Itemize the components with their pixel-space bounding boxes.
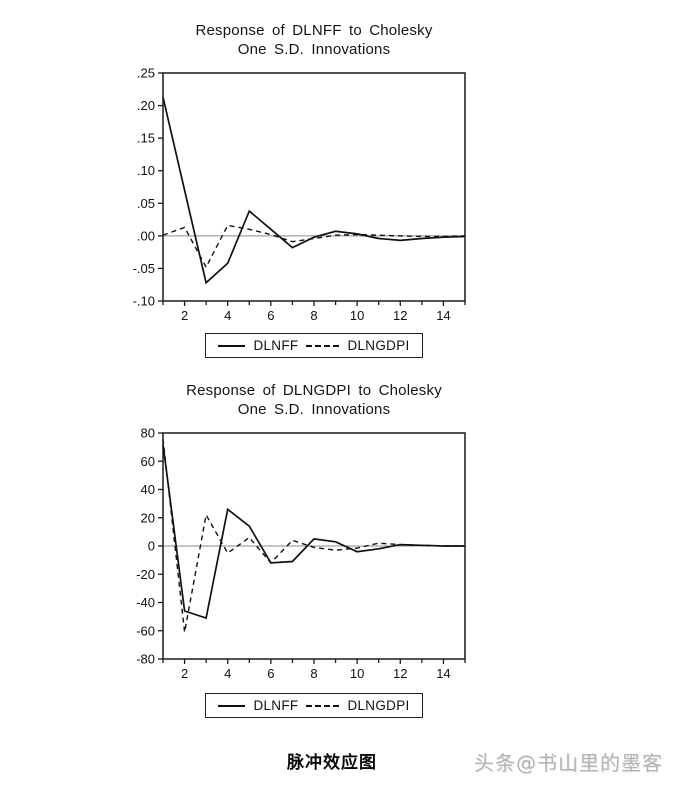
y-tick-label: .00 (137, 228, 155, 243)
plot-border (162, 72, 466, 302)
chart1-title-line1: Response of DLNFF to Cholesky (195, 22, 433, 39)
y-tick-label: 40 (141, 482, 155, 497)
series-line-dlnff (162, 444, 465, 620)
y-tick-label: .15 (137, 131, 155, 146)
x-tick-label: 10 (350, 308, 364, 323)
chart1-legend: DLNFF DLNGDPI (143, 333, 485, 358)
y-tick-label: -80 (136, 652, 155, 667)
x-tick-label: 6 (267, 308, 274, 323)
legend-label-dlngdpi: DLNGDPI (347, 698, 410, 713)
y-tick-label: .05 (137, 196, 155, 211)
y-tick-label: 80 (141, 426, 155, 441)
legend-box: DLNFF DLNGDPI (205, 333, 423, 358)
watermark-text: 头条@书山里的墨客 (474, 751, 663, 775)
x-tick-label: 8 (310, 308, 317, 323)
y-tick-label: -60 (136, 623, 155, 638)
y-tick-label: 20 (141, 510, 155, 525)
x-tick-label: 4 (224, 308, 231, 323)
x-tick-label: 12 (393, 308, 407, 323)
legend-dashed-line-icon (306, 344, 340, 347)
y-tick-label: 60 (141, 454, 155, 469)
chart1-title-line2: One S.D. Innovations (237, 41, 391, 58)
chart1-plot: .25 .20 .15 .10 .05 .00 -.05 -.10 2 4 6 8 10 12 14 (133, 66, 466, 323)
x-tick-label: 4 (224, 666, 231, 681)
series-line-dlngdpi (162, 438, 465, 633)
chart1-title: Response of DLNFF to Cholesky One S.D. I… (143, 21, 485, 59)
legend-solid-line-icon (218, 344, 246, 347)
chart2-legend: DLNFF DLNGDPI (143, 693, 485, 718)
legend-label-dlngdpi: DLNGDPI (347, 338, 410, 353)
y-tick-label: .20 (137, 98, 155, 113)
chart2-title-line2: One S.D. Innovations (237, 401, 391, 418)
x-tick-label: 14 (436, 666, 450, 681)
y-tick-label: -40 (136, 595, 155, 610)
chart2-plot: 80 60 40 20 0 -20 -40 -60 -80 2 4 6 8 10 12 14 (136, 426, 466, 681)
x-tick-label: 2 (181, 666, 188, 681)
y-tick-label: -.10 (133, 294, 155, 309)
x-tick-label: 14 (436, 308, 450, 323)
legend-solid-line-icon (218, 704, 246, 707)
chart2-title: Response of DLNGDPI to Cholesky One S.D.… (143, 381, 485, 419)
series-line-dlngdpi (162, 224, 466, 269)
y-tick-label: -.05 (133, 261, 155, 276)
chart2-title-line1: Response of DLNGDPI to Cholesky (186, 382, 442, 399)
x-tick-label: 12 (393, 666, 407, 681)
figure-caption: 脉冲效应图 (287, 753, 377, 773)
y-tick-label: .25 (137, 66, 155, 81)
x-tick-label: 8 (310, 666, 317, 681)
y-tick-label: -20 (136, 567, 155, 582)
legend-label-dlnff: DLNFF (253, 338, 299, 353)
legend-box: DLNFF DLNGDPI (205, 693, 423, 718)
x-tick-label: 10 (350, 666, 364, 681)
legend-label-dlnff: DLNFF (253, 698, 299, 713)
y-tick-label: .10 (137, 163, 155, 178)
x-tick-label: 2 (181, 308, 188, 323)
legend-dashed-line-icon (306, 704, 340, 707)
y-tick-label: 0 (148, 539, 155, 554)
x-tick-label: 6 (267, 666, 274, 681)
series-line-dlnff (162, 96, 466, 285)
